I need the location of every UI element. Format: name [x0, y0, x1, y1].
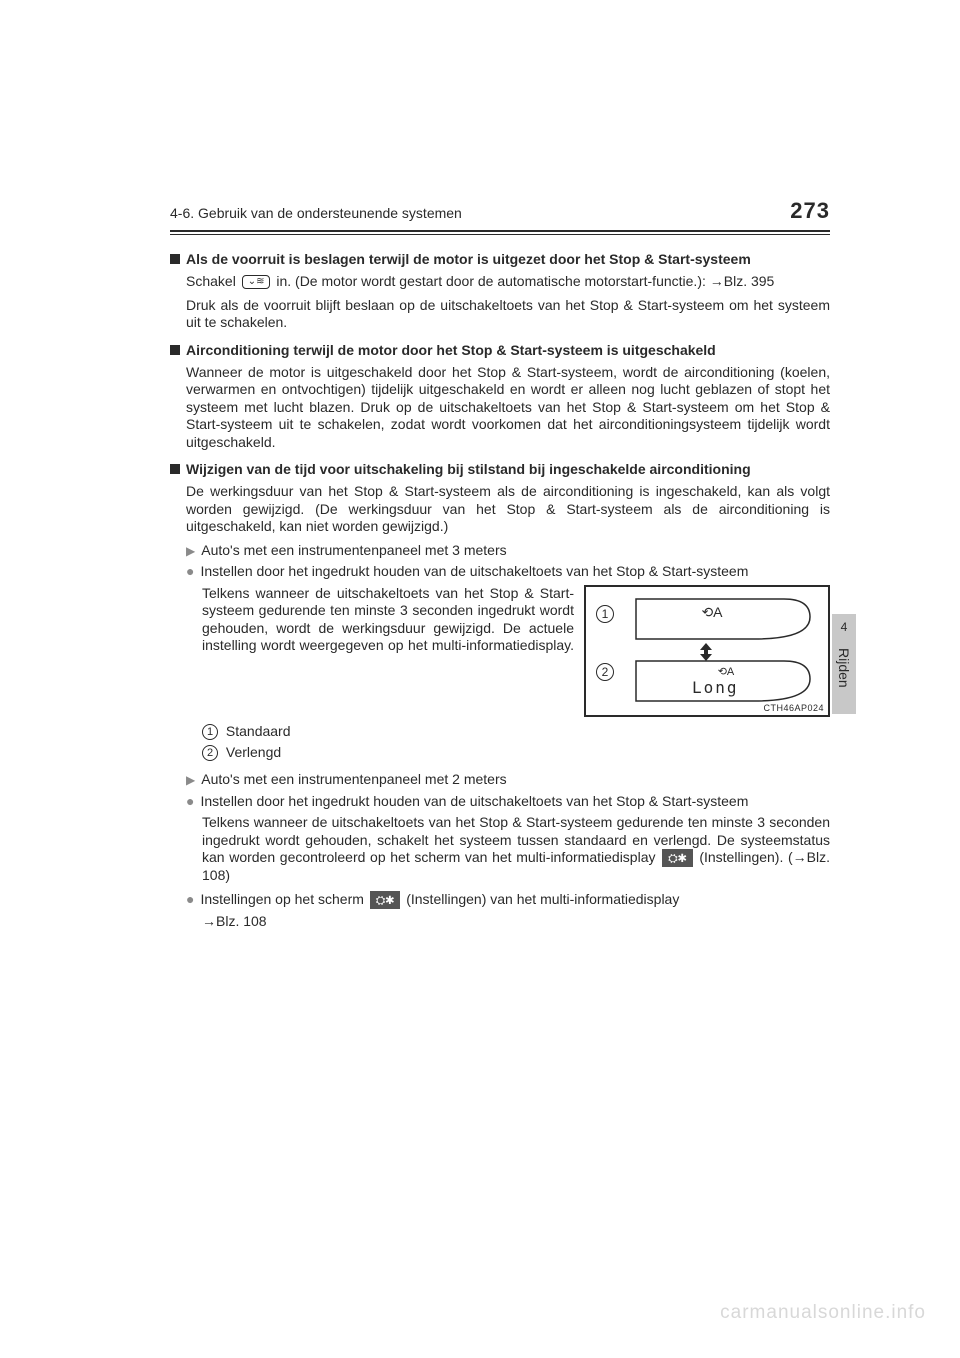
legend-label: Verlengd: [226, 744, 281, 760]
settings-gear-icon: ⛭✱: [662, 849, 693, 867]
display-panel-1: ⟲A: [634, 597, 814, 643]
bullet-text: Instellingen op het scherm ⛭✱ (Instellin…: [200, 891, 830, 909]
legend-label: Standaard: [226, 723, 291, 739]
stopstart-icon: ⟲A: [718, 666, 735, 678]
triangle-bullet-icon: ▶: [186, 773, 195, 787]
square-bullet-icon: [170, 254, 180, 264]
page-header: 4-6. Gebruik van de ondersteunende syste…: [170, 198, 830, 232]
display-figure: 1 ⟲A 2: [584, 585, 830, 717]
circled-1-icon: 1: [202, 724, 218, 740]
square-bullet-icon: [170, 345, 180, 355]
settings-gear-icon: ⛭✱: [370, 891, 401, 909]
section-change-idle-time: Wijzigen van de tijd voor uitschakeling …: [170, 461, 830, 931]
body-text: Wanneer de motor is uitgeschakeld door h…: [186, 364, 830, 452]
triangle-bullet-icon: ▶: [186, 544, 195, 558]
round-bullet-icon: ●: [186, 891, 194, 908]
round-bullet-icon: ●: [186, 793, 194, 810]
section-airco-engine-off: Airconditioning terwijl de motor door he…: [170, 342, 830, 452]
body-text: Telkens wanneer de uitschakeltoets van h…: [202, 814, 830, 885]
defrost-button-icon: ⌄≋: [242, 275, 271, 289]
page-container: 4 Rijden 4-6. Gebruik van de ondersteune…: [0, 0, 960, 931]
bullet-text: Instellen door het ingedrukt houden van …: [200, 563, 830, 581]
side-tab-chapter-number: 4: [832, 620, 856, 634]
method-hold-switch-2m: ● Instellen door het ingedrukt houden va…: [186, 793, 830, 811]
page-number: 273: [790, 198, 830, 224]
header-rule: [170, 234, 830, 235]
legend-extended: 2 Verlengd: [202, 744, 830, 761]
variant-2-meters: ▶ Auto's met een instrumentenpaneel met …: [186, 771, 830, 789]
section-windshield-fog: Als de voorruit is beslagen terwijl de m…: [170, 251, 830, 332]
text-with-figure: Telkens wanneer de uitschakeltoets van h…: [202, 585, 830, 717]
bullet-text: Instellen door het ingedrukt houden van …: [200, 793, 830, 811]
square-bullet-icon: [170, 464, 180, 474]
figure-marker-2: 2: [596, 663, 614, 681]
method-hold-switch: ● Instellen door het ingedrukt houden va…: [186, 563, 830, 581]
figure-caption: CTH46AP024: [763, 703, 824, 713]
display-panel-2: ⟲A Long: [634, 659, 814, 705]
long-label: Long: [692, 678, 739, 697]
page-reference: →Blz. 108: [202, 913, 830, 931]
breadcrumb: 4-6. Gebruik van de ondersteunende syste…: [170, 205, 790, 221]
body-text: Schakel ⌄≋ in. (De motor wordt gestart d…: [186, 273, 830, 291]
round-bullet-icon: ●: [186, 563, 194, 580]
method-settings-screen: ● Instellingen op het scherm ⛭✱ (Instell…: [186, 891, 830, 909]
body-text: De werkingsduur van het Stop & Start-sys…: [186, 483, 830, 536]
side-tab-label: Rijden: [836, 648, 852, 688]
section-heading: Wijzigen van de tijd voor uitschakeling …: [186, 461, 751, 477]
legend-standard: 1 Standaard: [202, 723, 830, 740]
bullet-text-post: (Instellingen) van het multi-informatied…: [402, 891, 679, 907]
body-text: Druk als de voorruit blijft beslaan op d…: [186, 297, 830, 332]
variant-label: Auto's met een instrumentenpaneel met 2 …: [201, 771, 830, 789]
body-text: Telkens wanneer de uitschakeltoets van h…: [202, 585, 574, 717]
variant-label: Auto's met een instrumentenpaneel met 3 …: [201, 542, 830, 560]
variant-3-meters: ▶ Auto's met een instrumentenpaneel met …: [186, 542, 830, 560]
section-heading: Airconditioning terwijl de motor door he…: [186, 342, 716, 358]
stopstart-icon: ⟲A: [701, 604, 723, 620]
figure-marker-1: 1: [596, 605, 614, 623]
watermark: carmanualsonline.info: [720, 1302, 926, 1324]
circled-2-icon: 2: [202, 745, 218, 761]
section-heading: Als de voorruit is beslagen terwijl de m…: [186, 251, 751, 267]
side-chapter-tab: 4 Rijden: [832, 614, 856, 714]
bullet-text-pre: Instellingen op het scherm: [200, 891, 367, 907]
